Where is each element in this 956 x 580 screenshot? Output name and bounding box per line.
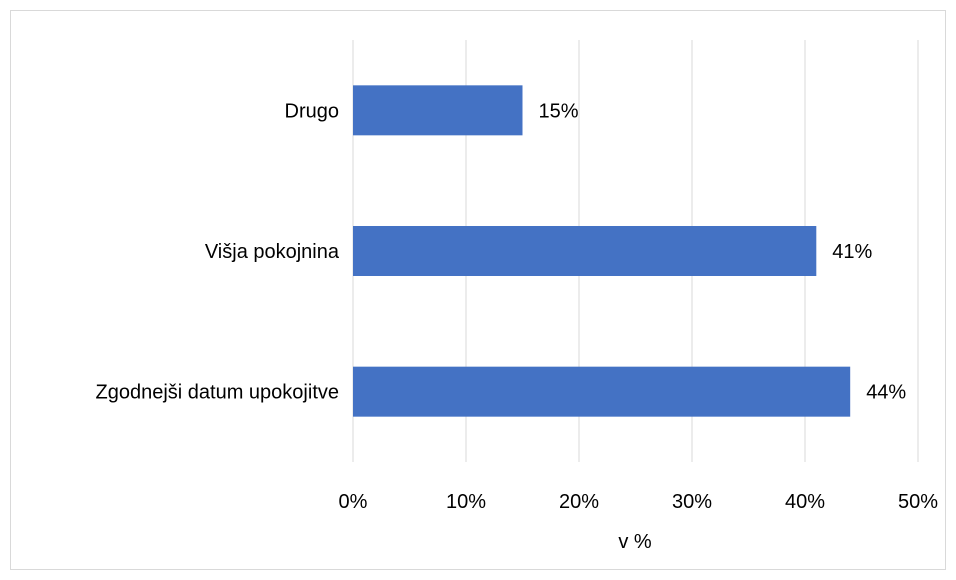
category-label: Višja pokojnina	[205, 241, 340, 263]
data-label: 15%	[539, 100, 579, 122]
category-label: Drugo	[285, 100, 339, 122]
data-label: 41%	[832, 241, 872, 263]
x-axis-label: v %	[618, 531, 652, 553]
x-tick-label: 10%	[446, 491, 486, 513]
x-tick-label: 20%	[559, 491, 599, 513]
bar	[353, 85, 523, 136]
x-tick-label: 40%	[785, 491, 825, 513]
x-tick-label: 30%	[672, 491, 712, 513]
x-tick-label: 0%	[339, 491, 368, 513]
category-labels: Drugo Višja pokojnina Zgodnejši datum upok…	[96, 100, 340, 403]
x-tick-label: 50%	[898, 491, 938, 513]
x-tick-labels: 0% 10% 20% 30% 40% 50%	[339, 491, 939, 513]
bar	[353, 226, 817, 276]
data-labels: 15% 41% 44%	[539, 100, 907, 403]
bars	[353, 85, 851, 417]
category-label: Zgodnejši datum upokojitve	[96, 382, 339, 404]
bar	[353, 366, 851, 417]
data-label: 44%	[866, 382, 906, 404]
